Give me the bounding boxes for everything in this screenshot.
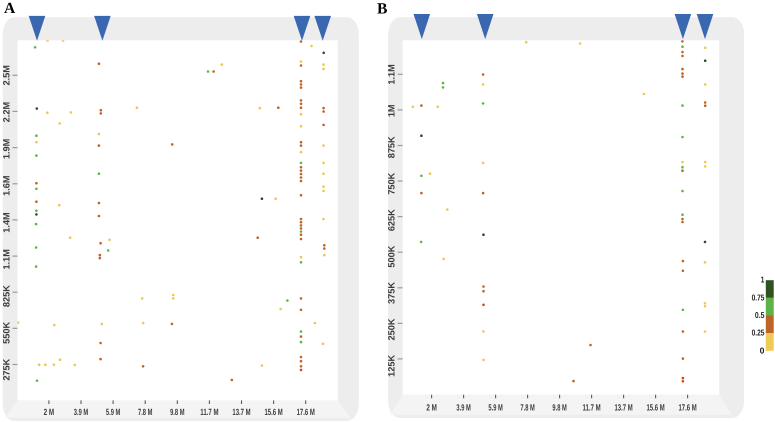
svg-text:1.1M: 1.1M [1, 249, 11, 270]
svg-text:1: 1 [761, 275, 765, 285]
svg-text:5.9 M: 5.9 M [488, 402, 502, 412]
svg-text:3.9 M: 3.9 M [456, 402, 470, 412]
svg-text:2.2M: 2.2M [1, 102, 11, 123]
svg-text:750K: 750K [387, 172, 397, 194]
svg-text:250K: 250K [387, 318, 397, 340]
svg-text:1.6M: 1.6M [1, 175, 11, 196]
svg-text:0.5: 0.5 [755, 310, 765, 320]
svg-text:15.6 M: 15.6 M [265, 407, 283, 417]
svg-text:7.8 M: 7.8 M [138, 407, 152, 417]
svg-text:B: B [377, 0, 387, 17]
svg-text:7.8 M: 7.8 M [520, 402, 534, 412]
svg-text:13.7 M: 13.7 M [615, 402, 633, 412]
svg-text:17.6 M: 17.6 M [679, 402, 697, 412]
svg-text:2 M: 2 M [426, 402, 437, 412]
svg-text:375K: 375K [387, 282, 397, 304]
svg-text:9.8 M: 9.8 M [170, 407, 184, 417]
svg-text:875K: 875K [387, 136, 397, 158]
svg-text:17.6 M: 17.6 M [297, 407, 315, 417]
svg-text:11.7 M: 11.7 M [583, 402, 601, 412]
svg-text:11.7 M: 11.7 M [200, 407, 218, 417]
svg-text:0.25: 0.25 [752, 328, 765, 338]
svg-text:625K: 625K [387, 209, 397, 231]
svg-text:A: A [4, 0, 16, 17]
svg-text:15.6 M: 15.6 M [647, 402, 665, 412]
svg-text:1M: 1M [387, 104, 397, 117]
svg-text:1.9M: 1.9M [1, 138, 11, 159]
svg-text:2 M: 2 M [44, 407, 55, 417]
svg-text:3.9 M: 3.9 M [74, 407, 88, 417]
svg-text:500K: 500K [387, 245, 397, 267]
svg-text:825K: 825K [1, 285, 11, 307]
svg-text:9.8 M: 9.8 M [552, 402, 566, 412]
svg-text:275K: 275K [1, 358, 11, 380]
svg-text:1.4M: 1.4M [1, 212, 11, 233]
svg-text:0: 0 [760, 345, 765, 355]
svg-text:1.1M: 1.1M [387, 64, 397, 85]
svg-text:5.9 M: 5.9 M [106, 407, 120, 417]
svg-text:125K: 125K [387, 355, 397, 377]
svg-text:2.5M: 2.5M [1, 65, 11, 86]
svg-text:13.7 M: 13.7 M [232, 407, 250, 417]
svg-text:0.75: 0.75 [752, 292, 765, 302]
svg-text:550K: 550K [1, 322, 11, 344]
